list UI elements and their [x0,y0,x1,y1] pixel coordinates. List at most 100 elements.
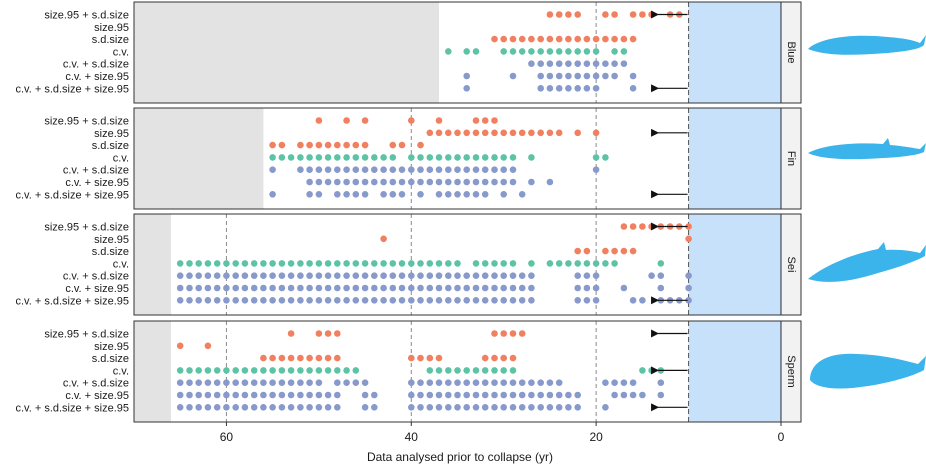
data-point [445,260,452,267]
data-point [592,154,600,161]
data-point [592,48,600,55]
data-point [232,284,239,292]
data-point [232,297,239,304]
data-point [195,391,202,399]
row-label-cv: c.v. [113,258,129,270]
data-point [518,48,526,55]
data-point [361,141,369,149]
data-point [204,404,212,411]
data-point [213,391,221,399]
data-point [306,379,313,387]
data-point [574,272,581,280]
data-point [472,48,480,55]
data-point [509,284,517,292]
data-point [241,379,249,387]
data-point [223,297,230,304]
data-point [343,272,350,280]
data-point [555,391,563,399]
data-point [463,154,471,161]
data-point [629,85,637,92]
data-point [509,72,517,80]
data-point [611,260,618,267]
data-point [343,178,350,186]
data-point [583,85,591,92]
data-point [380,166,387,173]
data-point [417,391,424,399]
data-point [306,367,313,374]
data-point [269,379,276,387]
data-point [435,178,443,186]
data-point [435,391,443,399]
data-point [583,35,591,43]
data-point [463,85,471,92]
data-point [592,272,600,280]
data-point [241,284,249,292]
data-point [528,297,535,304]
row-label-cv-plus-sdsize-plus-size95: c.v. + s.d.size + size.95 [15,83,129,95]
data-point [555,72,563,80]
data-point [306,297,313,304]
data-point [518,297,526,304]
x-tick-label-20: 20 [589,430,603,444]
strip-sperm [780,320,802,423]
data-point [426,129,434,137]
row-label-cv-plus-sdsize-plus-size95: c.v. + s.d.size + size.95 [15,295,129,307]
data-point [500,191,508,198]
data-point [278,367,286,374]
data-point [555,60,563,67]
strip-label-blue: Blue [785,41,797,63]
data-point [565,11,572,18]
row-label-size95-plus-sdsize: size.95 + s.d.size [44,10,129,22]
data-point [213,284,221,292]
data-point [352,297,360,304]
data-point [454,129,461,137]
data-point [389,297,397,304]
data-point [398,166,406,173]
data-point [278,260,286,267]
data-point [500,284,508,292]
data-point [269,260,276,267]
data-point [463,129,471,137]
data-point [186,272,193,280]
data-point [278,297,286,304]
data-point [528,178,535,186]
data-point [426,379,434,387]
data-point [343,141,350,149]
data-point [389,260,397,267]
data-point [213,404,221,411]
data-point [417,260,424,267]
data-point [232,272,239,280]
data-point [518,35,526,43]
data-point [426,354,434,362]
data-point [306,284,313,292]
row-label-size95-plus-sdsize: size.95 + s.d.size [44,116,129,128]
data-point [445,129,452,137]
data-point [445,404,452,411]
data-point [500,297,508,304]
data-point [176,260,184,267]
data-point [195,284,202,292]
data-point [223,391,230,399]
data-point [380,284,387,292]
collapse-window [688,108,781,209]
row-label-size95-plus-sdsize: size.95 + s.d.size [44,329,129,341]
data-point [509,178,517,186]
data-point [398,178,406,186]
data-point [537,48,544,55]
data-point [620,60,628,67]
data-point [315,297,323,304]
data-point [343,154,350,161]
data-point [546,72,554,80]
data-point [574,297,581,304]
data-point [195,297,202,304]
strip-label-sei: Sei [785,257,797,273]
data-point [435,297,443,304]
data-point [611,48,618,55]
data-point [574,391,581,399]
data-point [629,391,637,399]
data-point [445,367,452,374]
data-point [250,297,258,304]
data-point [334,260,341,267]
data-point [343,297,350,304]
row-label-cv-plus-sdsize: c.v. + s.d.size [63,271,129,283]
